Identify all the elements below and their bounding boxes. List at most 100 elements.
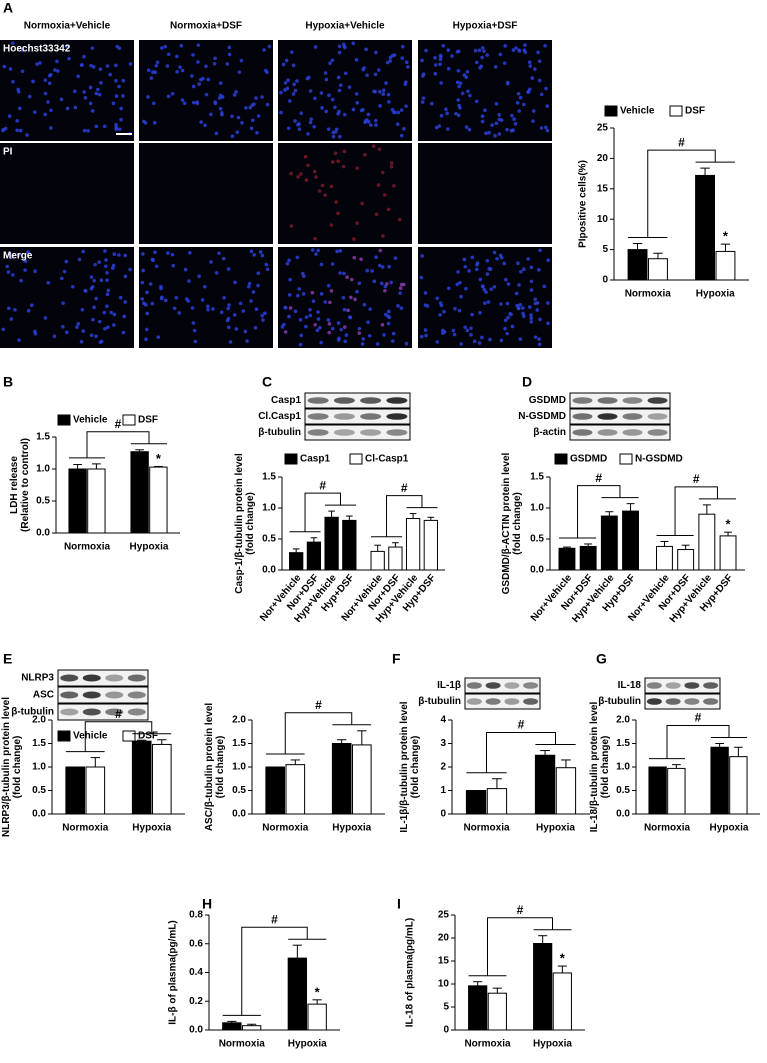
blot-label: β-tubulin [258,427,301,438]
nucleus [43,316,48,320]
y-axis-label: NLRP3/β-tubulin protein level [1,697,12,837]
nucleus [200,298,205,302]
nucleus [499,255,504,260]
blot-strip [304,408,411,425]
nucleus [15,128,19,133]
nucleus [485,53,489,57]
nucleus [73,105,78,110]
nucleus [217,251,221,256]
x-tick-label: Normoxia [262,823,309,834]
y-tick-label: 0 [440,809,446,820]
nucleus [234,90,238,94]
nucleus [457,84,462,89]
x-tick-label: Normoxia [463,823,510,834]
nucleus [81,249,86,254]
nucleus [535,308,539,312]
bar [656,545,673,571]
nucleus [396,304,400,308]
nucleus [5,264,10,269]
significance-label: * [726,517,732,532]
nucleus [123,300,128,304]
micrograph [139,247,273,348]
nucleus [204,92,209,97]
nucleus [241,309,246,313]
nucleus [533,297,537,302]
nucleus [279,90,283,95]
blot-band [105,708,124,716]
y-axis-label: (fold change) [215,736,226,799]
nucleus [235,130,240,134]
y-axis-label: GSDMD/β-ACTIN protein level [501,452,512,594]
nucleus [378,104,382,108]
nucleus [384,81,388,85]
nucleus [8,252,12,257]
legend-swatch [57,730,71,742]
nucleus [90,285,95,289]
y-axis-label: IL-β of plasma(pg/mL) [168,920,179,1024]
nucleus [228,340,233,344]
nucleus [196,43,201,47]
y-tick-label: 0 [443,1025,449,1036]
nucleus [396,110,401,115]
nucleus [328,300,332,305]
nucleus [166,251,170,255]
nucleus [380,170,385,175]
nucleus [372,279,377,284]
nucleus [514,291,519,296]
nucleus [38,61,42,65]
nucleus [338,249,343,253]
blot-band [647,413,668,420]
x-tick-label: Hypoxia [536,823,575,834]
nucleus [114,94,119,98]
y-axis-label: LDH release [9,456,20,514]
nucleus [254,96,258,100]
micrograph [418,247,552,348]
nucleus [404,341,409,346]
panel-label: I [397,896,401,912]
nucleus [287,258,291,263]
nucleus [166,52,171,57]
nucleus [328,61,332,65]
bar [241,1025,262,1031]
bar [622,510,639,571]
legend-label: GSDMD [570,454,607,465]
nucleus [515,100,520,105]
nucleus [458,81,463,85]
nucleus [218,106,223,111]
column-header: Hypoxia+Vehicle [305,21,385,32]
nucleus [97,260,101,264]
nucleus [256,114,261,118]
blot-strip [644,677,721,694]
y-tick-label: 2.0 [32,715,46,726]
bar [465,790,487,815]
nucleus [389,164,394,169]
y-tick-label: 0.0 [189,1025,203,1036]
bar [68,468,87,534]
nucleus [490,123,494,127]
nucleus [155,60,160,65]
blot-band [105,691,124,699]
nucleus [366,320,370,324]
nucleus [121,330,126,335]
significance-bracket [65,721,172,753]
nucleus [145,290,149,295]
nucleus [319,340,323,345]
blot-band [572,429,593,436]
y-tick-label: 0.0 [232,809,246,820]
nucleus [330,58,335,63]
nucleus [373,118,378,123]
nucleus [453,306,457,311]
nucleus [88,85,93,90]
nucleus [220,95,225,99]
nucleus [342,307,347,312]
blot-label: Casp1 [271,395,301,406]
nucleus [371,144,376,148]
y-tick-label: 0.0 [262,565,276,576]
nucleus [368,307,372,311]
nucleus [355,101,360,105]
significance-bracket [289,492,356,533]
y-tick-label: 0.0 [32,809,46,820]
blot-strip [464,693,541,710]
nucleus [217,96,222,100]
